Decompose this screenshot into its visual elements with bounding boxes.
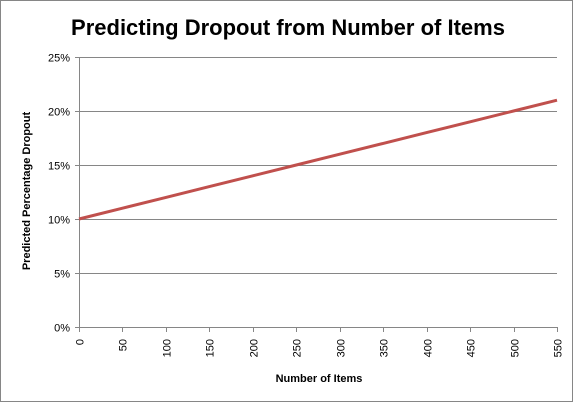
y-tick-label: 25%: [48, 53, 70, 65]
data-point: [251, 174, 254, 177]
data-point: [469, 120, 472, 123]
x-tick-label: 200: [249, 339, 261, 357]
data-point: [425, 131, 428, 134]
data-point: [78, 218, 81, 221]
data-point: [164, 196, 167, 199]
x-tick-label: 150: [205, 339, 217, 357]
data-point: [121, 207, 124, 210]
y-tick-label: 10%: [48, 215, 70, 227]
data-point: [512, 110, 515, 113]
data-point: [382, 142, 385, 145]
x-tick-label: 500: [510, 339, 522, 357]
data-point: [295, 164, 298, 167]
data-point: [338, 153, 341, 156]
y-axis-label: Predicted Percentage Dropout: [21, 112, 33, 271]
x-axis-label: Number of Items: [276, 373, 363, 385]
y-tick-label: 0%: [54, 323, 70, 335]
x-tick-label: 300: [336, 339, 348, 357]
series-line: [78, 98, 558, 221]
plot-area: 0% 5% 10% 15% 20% 25% 0 50 100 150 200 250 300 350 400…: [48, 53, 565, 358]
y-tick-label: 20%: [48, 107, 70, 119]
x-tick-label: 400: [423, 339, 435, 357]
y-tick-label: 5%: [54, 269, 70, 281]
x-tick-label: 450: [466, 339, 478, 357]
x-tick-label: 350: [379, 339, 391, 357]
x-tick-label: 550: [553, 339, 565, 357]
x-tick-label: 50: [118, 339, 130, 351]
chart-title: Predicting Dropout from Number of Items: [71, 15, 505, 40]
x-tick-label: 100: [162, 339, 174, 357]
data-point: [556, 99, 559, 102]
x-tick-label: 0: [75, 339, 87, 345]
data-point: [208, 185, 211, 188]
x-tick-label: 250: [292, 339, 304, 357]
y-tick-label: 15%: [48, 161, 70, 173]
